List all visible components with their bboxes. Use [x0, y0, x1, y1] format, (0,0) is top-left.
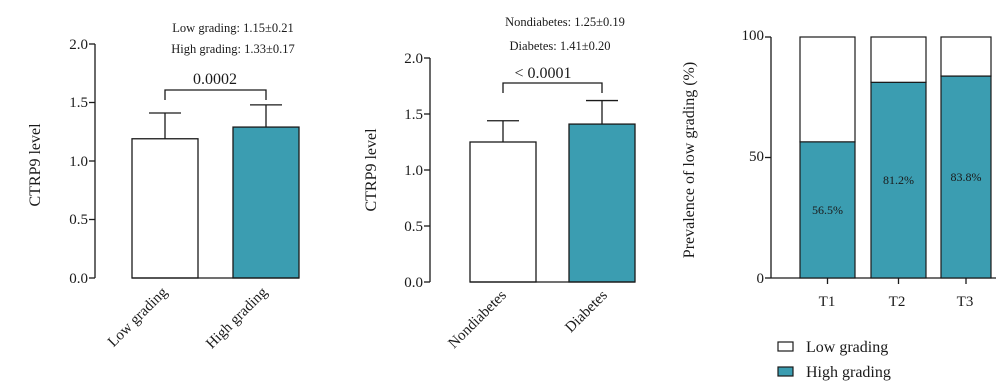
- p3-data-label-t2: 81.2%: [883, 173, 914, 187]
- p1-ytick-2: 1.0: [69, 154, 88, 170]
- p1-xtick-0: Low grading: [105, 284, 171, 350]
- p2-bar-nondiabetes: [469, 141, 537, 283]
- p3-data-label-t1: 56.5%: [812, 203, 843, 217]
- p3-xtick-0: T1: [819, 294, 836, 310]
- p3-ytick-1: 50: [749, 149, 764, 165]
- panel-diabetes: Nondiabetes: 1.25±0.19 Diabetes: 1.41±0.…: [363, 15, 636, 352]
- p1-ytick-4: 2.0: [69, 37, 88, 53]
- p3-data-label-t3: 83.8%: [951, 170, 982, 184]
- p1-xtick-1: High grading: [203, 284, 271, 352]
- legend: Low grading High grading: [777, 339, 891, 381]
- p1-ytick-0: 0.0: [69, 271, 88, 287]
- legend-swatch-low-grading: [777, 341, 794, 352]
- p2-p-value: < 0.0001: [514, 65, 571, 82]
- p3-bar-t3-low-grading: [940, 36, 992, 77]
- p1-bar-low-grading: [131, 138, 199, 279]
- p2-ytick-1: 0.5: [404, 219, 423, 235]
- legend-label-low-grading: Low grading: [806, 339, 888, 356]
- panel-tertiles: Prevalence of low grading (%) 0 50 100 T…: [681, 28, 996, 381]
- p3-bar-t2-low-grading: [870, 36, 927, 83]
- p2-significance-bracket: [502, 82, 603, 93]
- p2-note-1: Nondiabetes: 1.25±0.19: [505, 15, 625, 29]
- p2-bar-diabetes: [568, 123, 636, 283]
- p3-xtick-2: T3: [957, 294, 974, 310]
- p3-bar-t1-low-grading: [799, 36, 856, 143]
- p1-note-2: High grading: 1.33±0.17: [171, 42, 295, 56]
- p3-xtick-1: T2: [889, 294, 906, 310]
- p3-ytick-2: 100: [742, 28, 765, 44]
- p1-ytick-1: 0.5: [69, 212, 88, 228]
- p3-ytick-0: 0: [757, 271, 765, 287]
- p2-xtick-1: Diabetes: [562, 287, 611, 336]
- p2-y-axis-label: CTRP9 level: [363, 128, 380, 212]
- p3-bar-t1-high-grading: [799, 141, 856, 279]
- p2-xtick-0: Nondiabetes: [445, 287, 509, 351]
- p1-significance-bracket: [164, 89, 267, 100]
- p3-bar-t3-high-grading: [940, 75, 992, 279]
- p2-ytick-0: 0.0: [404, 275, 423, 291]
- legend-label-high-grading: High grading: [806, 364, 891, 381]
- legend-swatch-high-grading: [777, 366, 794, 377]
- p2-ytick-3: 1.5: [404, 107, 423, 123]
- p2-note-2: Diabetes: 1.41±0.20: [510, 39, 611, 53]
- p1-bar-high-grading: [232, 126, 300, 279]
- p1-note-1: Low grading: 1.15±0.21: [172, 21, 293, 35]
- p1-y-axis-label: CTRP9 level: [27, 123, 44, 207]
- p3-y-axis-label: Prevalence of low grading (%): [681, 62, 698, 258]
- p1-ytick-3: 1.5: [69, 95, 88, 111]
- p1-p-value: 0.0002: [193, 71, 237, 88]
- panel-grading: Low grading: 1.15±0.21 High grading: 1.3…: [27, 21, 300, 352]
- p2-ytick-4: 2.0: [404, 51, 423, 67]
- p2-ytick-2: 1.0: [404, 163, 423, 179]
